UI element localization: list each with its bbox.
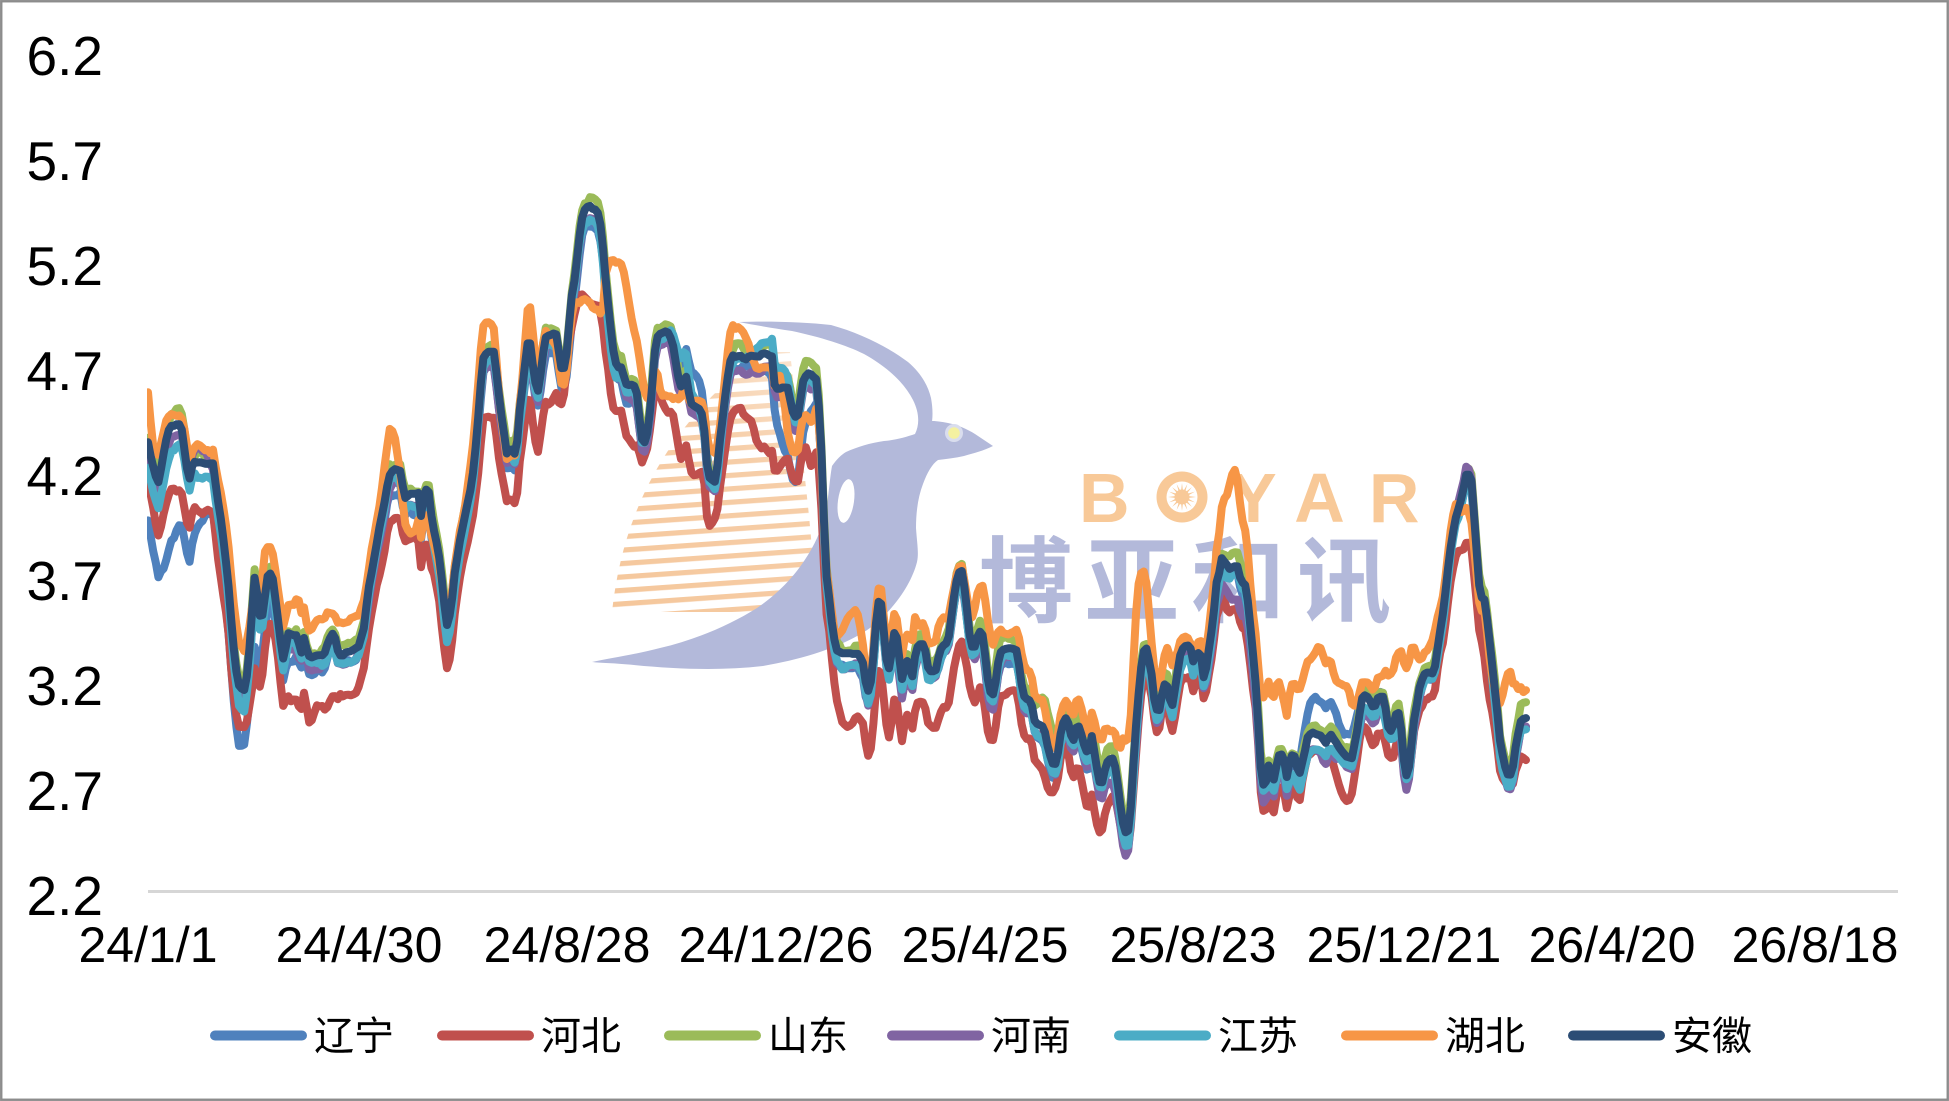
svg-text:2.2: 2.2 [27,865,103,927]
svg-text:26/8/18: 26/8/18 [1732,917,1899,973]
svg-text:3.2: 3.2 [27,655,103,717]
svg-text:3.7: 3.7 [27,550,103,612]
svg-text:26/4/20: 26/4/20 [1529,917,1696,973]
svg-text:2.7: 2.7 [27,760,103,822]
svg-text:24/1/1: 24/1/1 [78,917,217,973]
svg-text:5.2: 5.2 [27,235,103,297]
svg-text:24/12/26: 24/12/26 [679,917,874,973]
svg-text:6.2: 6.2 [27,25,103,87]
svg-text:25/8/23: 25/8/23 [1110,917,1277,973]
svg-text:5.7: 5.7 [27,130,103,192]
svg-text:24/4/30: 24/4/30 [276,917,443,973]
svg-text:24/8/28: 24/8/28 [484,917,651,973]
svg-text:4.2: 4.2 [27,445,103,507]
svg-text:B: B [1079,459,1154,537]
svg-text:25/4/25: 25/4/25 [902,917,1069,973]
svg-text:25/12/21: 25/12/21 [1307,917,1502,973]
svg-text:YAR: YAR [1230,459,1443,537]
svg-text:4.7: 4.7 [27,340,103,402]
